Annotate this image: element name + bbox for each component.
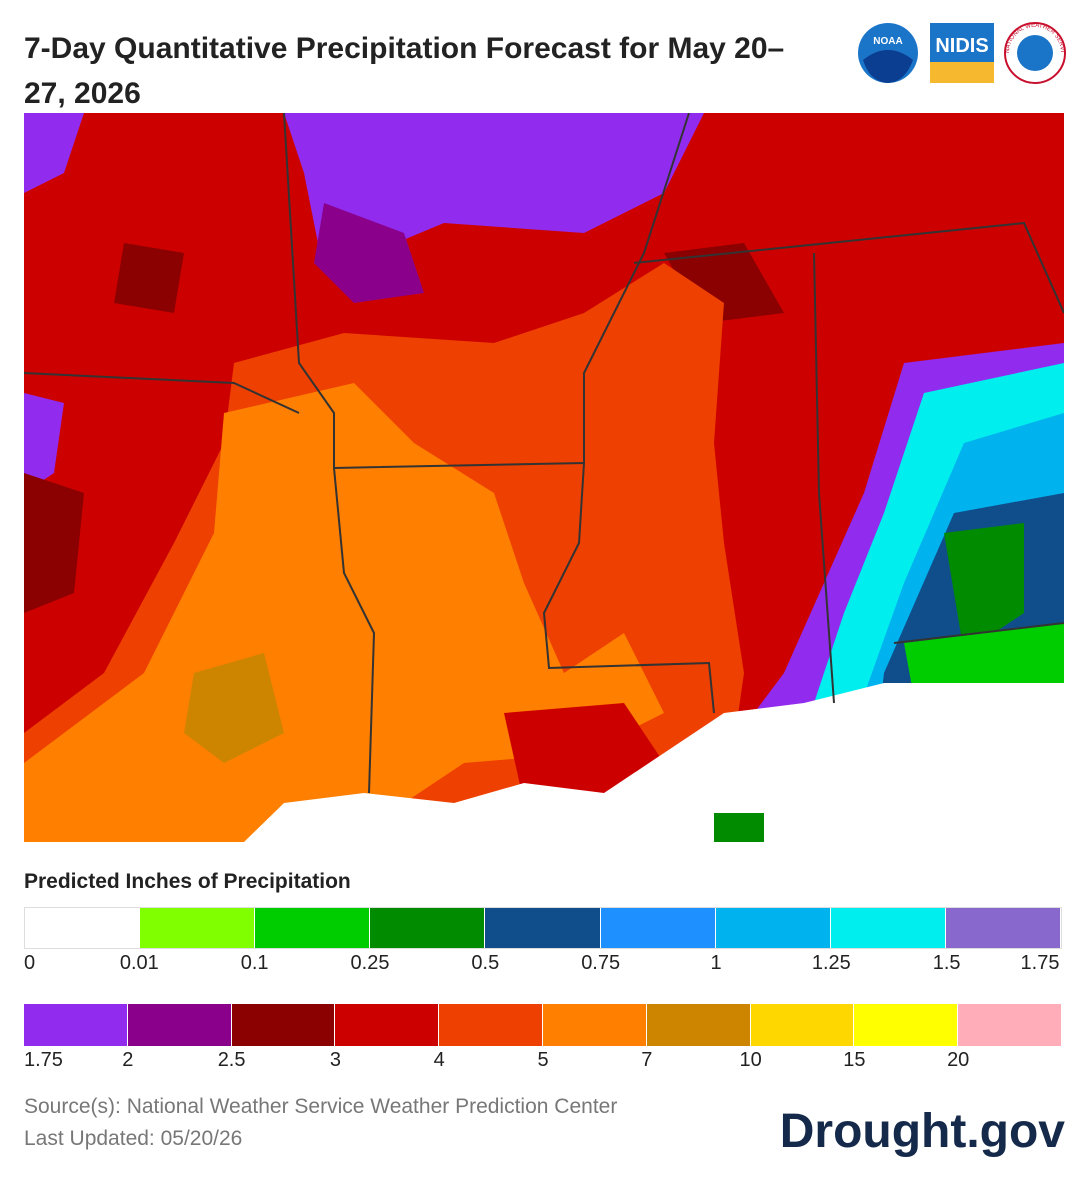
legend-swatch [370,908,486,948]
legend-swatch [830,908,946,948]
title: 7-Day Quantitative Precipitation Forecas… [24,32,785,110]
legend-label: 1.75 [1020,952,1060,974]
legend-swatch [25,908,141,948]
legend-label: 2 [122,1049,134,1071]
legend-label: 1.25 [811,952,851,974]
legend-label: 1 [710,952,722,974]
legend-label: 2.5 [217,1049,246,1071]
legend-title: Predicted Inches of Precipitation [24,870,351,893]
legend-row [24,1004,1062,1046]
legend-row [24,907,1062,949]
legend-label: 10 [739,1049,762,1071]
precip-map [24,113,1064,842]
legend-swatch [646,1004,751,1046]
brand: Drought.gov [779,1105,1065,1158]
nidis-text: NIDIS [935,35,988,57]
legend-swatch [231,1004,336,1046]
legend-swatch [600,908,716,948]
legend-swatch [140,908,256,948]
legend-label: 1.75 [24,1049,63,1071]
logos: NOAA NIDIS NATIONAL WEATHER SERVICE [855,20,1066,84]
legend-swatch [335,1004,440,1046]
legend-swatch [255,908,371,948]
legend-swatch [24,1004,128,1046]
legend-label: 5 [537,1049,549,1071]
legend-label: 3 [329,1049,341,1071]
legend-label: 15 [843,1049,866,1071]
legend-swatch [485,908,601,948]
noaa-text: NOAA [873,36,902,47]
legend-swatch [127,1004,232,1046]
legend-label: 0 [24,952,36,974]
legend-label: 4 [433,1049,445,1071]
legend-label: 0.75 [581,952,621,974]
legend-label: 7 [641,1049,653,1071]
legend-swatch [958,1004,1062,1046]
legend-label: 20 [947,1049,970,1071]
legend-label: 1.5 [932,952,961,974]
legend-swatch [439,1004,543,1046]
legend-swatch [542,1004,647,1046]
legend-label: 0.5 [471,952,500,974]
legend-swatch [945,908,1061,948]
legend-label: 0.25 [350,952,390,974]
source: Source(s): National Weather Service Weat… [24,1095,618,1118]
legend-label: 0.01 [119,952,159,974]
legend-swatch [715,908,831,948]
legend-swatch [854,1004,959,1046]
updated: Last Updated: 05/20/26 [24,1127,243,1150]
legend-label: 0.1 [240,952,269,974]
legend-swatch [750,1004,855,1046]
